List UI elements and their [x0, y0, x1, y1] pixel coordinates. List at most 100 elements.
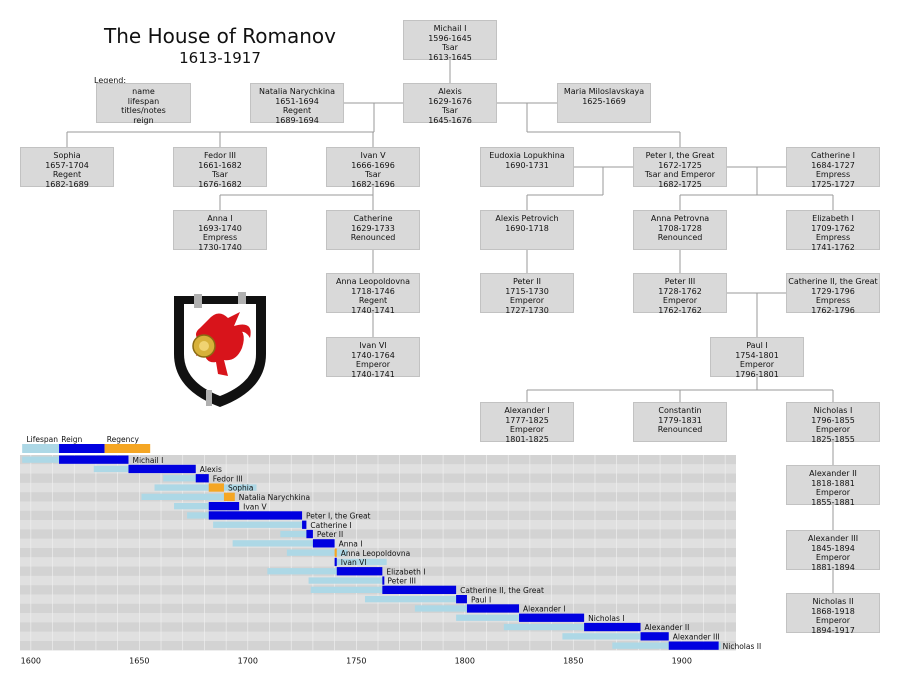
- person-detail: Emperor: [662, 296, 698, 306]
- person-detail: Renounced: [350, 233, 396, 243]
- page-title: The House of Romanov: [104, 24, 336, 48]
- lifespan-bar: [141, 493, 235, 500]
- person-box: Ivan VI 1740-1764 Emperor 1740-1741: [326, 337, 420, 379]
- person-name: Alexis Petrovich: [495, 214, 559, 223]
- regency-bar: [334, 548, 337, 557]
- reign-bar: [336, 567, 383, 576]
- person-box: Ivan V 1666-1696 Tsar 1682-1696: [326, 147, 420, 189]
- person-box: Michail I 1596-1645 Tsar 1613-1645: [403, 20, 497, 62]
- person-detail: Emperor: [509, 296, 545, 306]
- person-detail: Tsar: [442, 43, 458, 53]
- reign-bar: [640, 632, 669, 641]
- person-box: Anna Petrovna 1708-1728 Renounced: [633, 210, 727, 250]
- person-detail: 1596-1645: [428, 33, 472, 43]
- person-box: Sophia 1657-1704 Regent 1682-1689: [20, 147, 114, 189]
- person-name: Nicholas II: [812, 597, 854, 606]
- person-box: Catherine II, the Great 1729-1796 Empress 1…: [786, 273, 880, 315]
- legend-box: name lifespan titles/notes reign: [96, 83, 191, 125]
- legend-label: Regency: [107, 435, 140, 444]
- row-label: Fedor III: [213, 474, 243, 483]
- person-detail: 1868-1918: [811, 606, 855, 616]
- lifespan-bar: [163, 475, 209, 482]
- person-box: Peter II 1715-1730 Emperor 1727-1730: [480, 273, 574, 315]
- person-detail: 1845-1894: [811, 543, 855, 553]
- person-name: Fedor III: [204, 151, 236, 160]
- row-label: Natalia Narychkina: [239, 493, 310, 502]
- person-detail: 1762-1796: [811, 305, 855, 315]
- lifespan-bar: [267, 568, 383, 575]
- person-detail: Empress: [202, 233, 238, 243]
- person-detail: 1741-1762: [811, 242, 855, 252]
- row-label: Anna Leopoldovna: [341, 549, 410, 558]
- person-detail: 1682-1725: [658, 179, 702, 189]
- legend-label: Reign: [61, 435, 82, 444]
- person-name: Alexis: [438, 87, 462, 96]
- row-label: Michail I: [132, 456, 163, 465]
- person-name: Constantin: [658, 406, 702, 415]
- person-detail: Renounced: [657, 233, 703, 243]
- person-detail: 1729-1796: [811, 286, 855, 296]
- person-detail: 1730-1740: [198, 242, 242, 252]
- lifespan-bar: [154, 484, 257, 491]
- reign-bar: [208, 502, 240, 511]
- person-detail: 1689-1694: [275, 115, 319, 125]
- person-detail: Regent: [52, 170, 82, 180]
- person-detail: 1777-1825: [505, 415, 549, 425]
- person-detail: Emperor: [815, 616, 851, 626]
- reign-bar: [208, 511, 303, 520]
- lifespan-bar: [612, 642, 721, 649]
- row-label: Peter II: [317, 530, 343, 539]
- reign-bar: [312, 539, 335, 548]
- person-box: Anna Leopoldovna 1718-1746 Regent 1740-1741: [326, 273, 420, 315]
- regency-bar: [208, 483, 224, 492]
- reign-bar: [382, 576, 385, 585]
- person-detail: 1625-1669: [582, 96, 626, 106]
- person-detail: 1740-1764: [351, 350, 395, 360]
- person-detail: 1693-1740: [198, 223, 242, 233]
- person-box: Natalia Narychkina 1651-1694 Regent 1689-16…: [250, 83, 344, 125]
- reign-bar: [59, 455, 129, 464]
- reign-bar: [584, 622, 641, 632]
- person-detail: Tsar: [442, 106, 458, 116]
- coat-of-arms-image: [174, 292, 266, 407]
- legend-regency-swatch: [104, 444, 151, 453]
- person-box: Peter III 1728-1762 Emperor 1762-1762: [633, 273, 727, 315]
- reign-bar: [128, 464, 196, 474]
- x-tick-label: 1700: [238, 656, 258, 665]
- person-box: Eudoxia Lopukhina 1690-1731: [480, 147, 574, 187]
- person-detail: Tsar and Emperor: [644, 170, 716, 180]
- reign-bar: [456, 595, 467, 604]
- person-name: Sophia: [53, 151, 81, 160]
- person-detail: 1855-1881: [811, 497, 855, 507]
- person-box: Elizabeth I 1709-1762 Empress 1741-1762: [786, 210, 880, 252]
- row-label: Peter III: [387, 577, 416, 586]
- legend-lifespan: lifespan: [127, 96, 160, 106]
- person-detail: 1684-1727: [811, 160, 855, 170]
- reign-bar: [466, 604, 520, 613]
- person-detail: 1762-1762: [658, 305, 702, 315]
- person-detail: 1740-1741: [351, 369, 395, 379]
- person-detail: 1661-1682: [198, 160, 242, 170]
- row-label: Catherine I: [310, 521, 351, 530]
- person-name: Paul I: [746, 341, 768, 350]
- x-tick-label: 1600: [21, 656, 41, 665]
- person-box: Peter I, the Great 1672-1725 Tsar and Empe…: [633, 147, 727, 189]
- person-detail: Regent: [358, 296, 388, 306]
- person-detail: 1825-1855: [811, 434, 855, 444]
- person-detail: 1676-1682: [198, 179, 242, 189]
- person-detail: 1629-1676: [428, 96, 472, 106]
- person-detail: Renounced: [657, 425, 703, 435]
- person-name: Anna Leopoldovna: [335, 277, 411, 286]
- person-detail: 1801-1825: [505, 434, 549, 444]
- legend-reign: reign: [133, 115, 154, 125]
- person-box: Fedor III 1661-1682 Tsar 1676-1682: [173, 147, 267, 189]
- person-detail: Emperor: [815, 553, 851, 563]
- legend-caption: Legend:: [94, 76, 127, 85]
- person-detail: 1672-1725: [658, 160, 702, 170]
- person-detail: 1690-1718: [505, 223, 549, 233]
- person-detail: 1682-1696: [351, 179, 395, 189]
- person-detail: Tsar: [212, 170, 228, 180]
- person-detail: Emperor: [509, 425, 545, 435]
- row-label: Ivan V: [243, 502, 267, 511]
- person-name: Ivan VI: [359, 341, 387, 350]
